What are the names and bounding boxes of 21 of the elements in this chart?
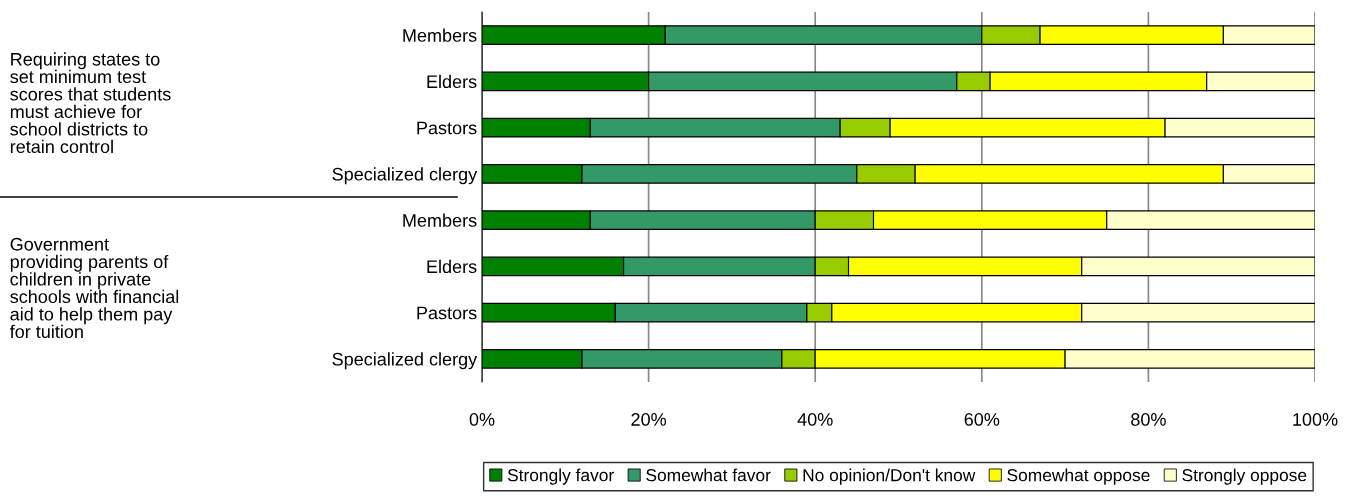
y-tick-label: Specialized clergy	[332, 352, 478, 370]
x-tick-label: 40%	[797, 413, 833, 426]
x-tick-label: 80%	[1131, 413, 1166, 426]
x-tick-label: 100%	[1293, 413, 1338, 426]
legend-label: Somewhat oppose	[1007, 468, 1150, 485]
y-tick-label: Elders	[427, 259, 477, 274]
legend-label: No opinion/Don't know	[803, 468, 976, 485]
y-tick-label: Pastors	[417, 121, 477, 135]
x-tick-label: 0%	[469, 413, 495, 426]
legend-label: Strongly oppose	[1182, 468, 1307, 485]
x-tick-label: 20%	[631, 413, 667, 426]
y-tick-label: Members	[403, 213, 477, 227]
legend-label: Strongly favor	[507, 468, 614, 485]
y-tick-label: Elders	[427, 74, 477, 89]
y-tick-label: Pastors	[417, 306, 477, 320]
y-tick-label: Members	[403, 28, 477, 42]
text: Requiring states to set minimum test scores that students must achieve for school districts to retain control	[10, 52, 171, 154]
legend-label: Somewhat favor	[646, 468, 771, 482]
text: Government providing parents of children in private schools with financial aid to help them pay for tuition	[9, 237, 179, 339]
x-tick-label: 60%	[964, 413, 1000, 426]
y-tick-label: Specialized clergy	[332, 167, 478, 185]
